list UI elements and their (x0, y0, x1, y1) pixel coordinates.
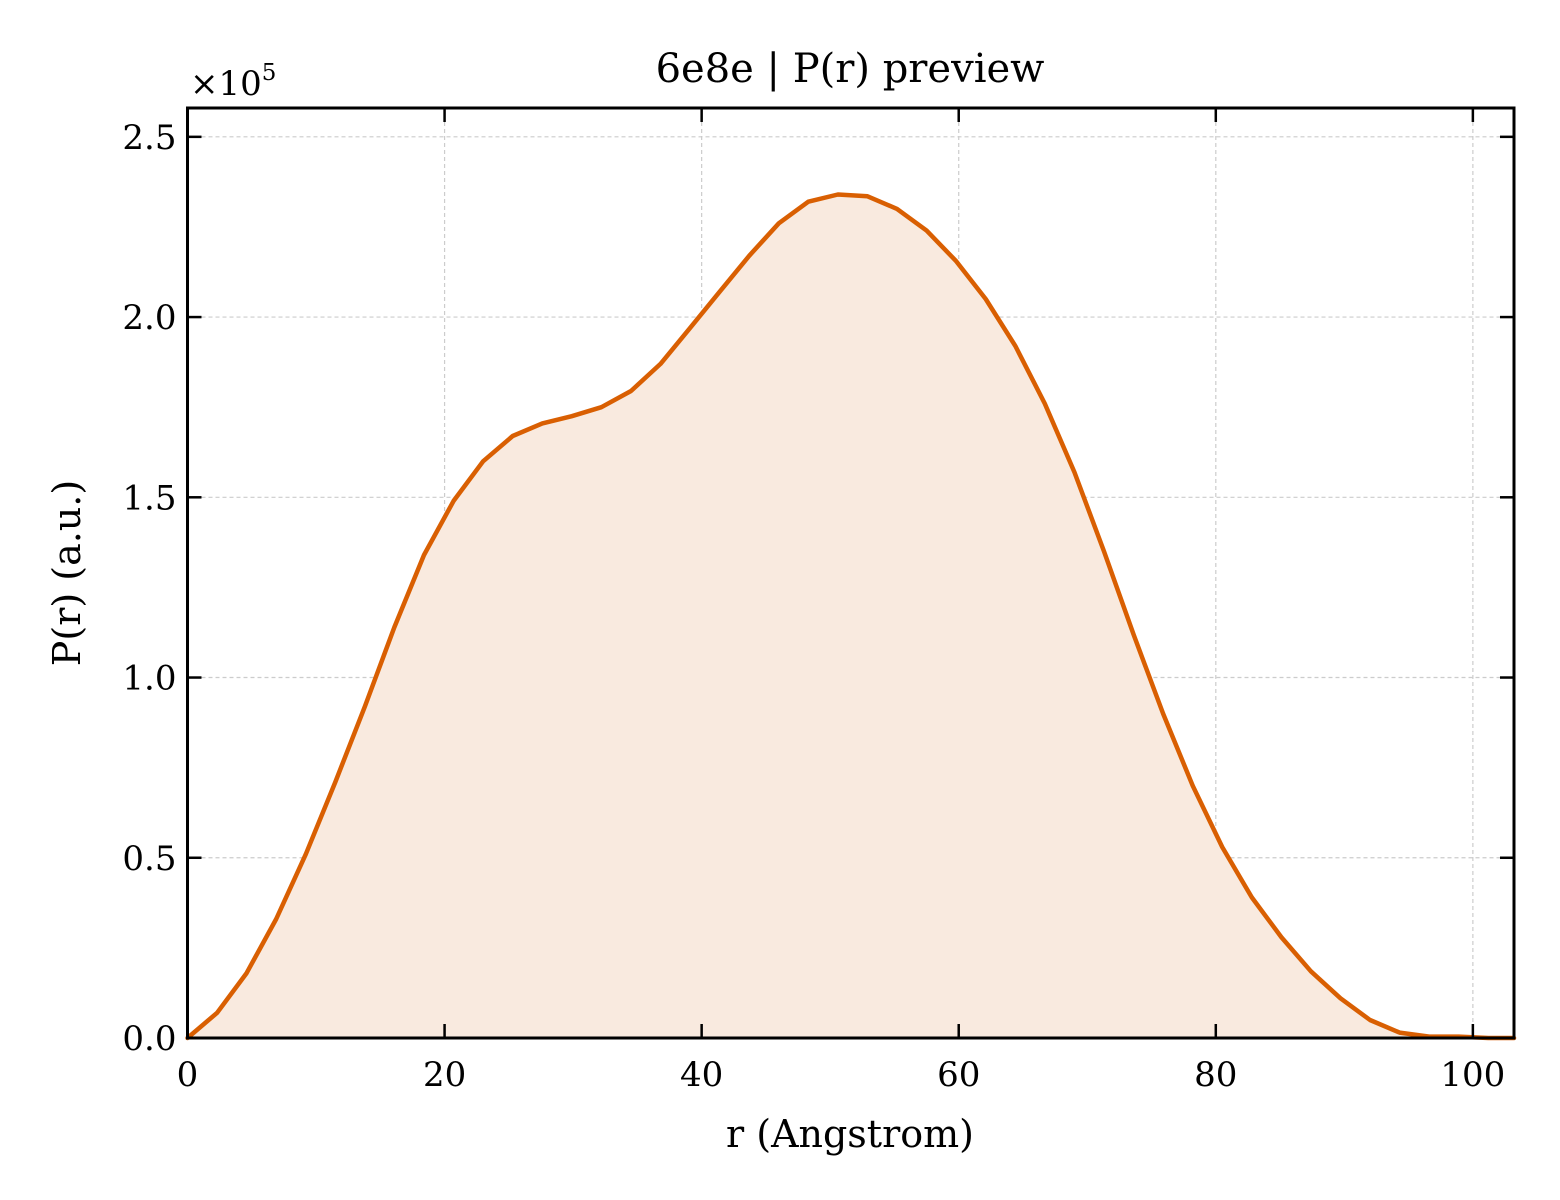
y-tick-label: 2.0 (122, 298, 176, 338)
y-tick-label: 1.5 (122, 478, 176, 518)
x-tick-label: 0 (177, 1055, 199, 1095)
y-tick-label: 2.5 (122, 118, 176, 158)
y-multiplier-exponent: 5 (262, 60, 277, 86)
data-layer (185, 192, 1517, 1041)
y-tick-label: 0.0 (122, 1019, 176, 1059)
series-line (185, 192, 1517, 1041)
x-tick-label: 80 (1194, 1055, 1237, 1095)
chart-title: 6e8e | P(r) preview (656, 46, 1045, 92)
plot-frame (186, 106, 1516, 1040)
x-tick-label: 20 (423, 1055, 466, 1095)
x-tick-label: 40 (680, 1055, 723, 1095)
series-area-fill (187, 194, 1514, 1038)
y-tick-label: 1.0 (122, 659, 176, 699)
y-multiplier-base: ×10 (190, 64, 262, 104)
y-axis-multiplier: ×105 (190, 60, 276, 104)
y-tick-label: 0.5 (122, 839, 176, 879)
x-axis-label: r (Angstrom) (726, 1112, 974, 1156)
y-axis-label: P(r) (a.u.) (45, 480, 89, 666)
x-tick-label: 100 (1440, 1055, 1505, 1095)
tick-labels: 0 20 40 60 80 100 0.0 0.5 1.0 1.5 2.0 2.5 (122, 118, 1505, 1095)
axis-ticks (186, 108, 1514, 1040)
x-tick-label: 60 (937, 1055, 980, 1095)
